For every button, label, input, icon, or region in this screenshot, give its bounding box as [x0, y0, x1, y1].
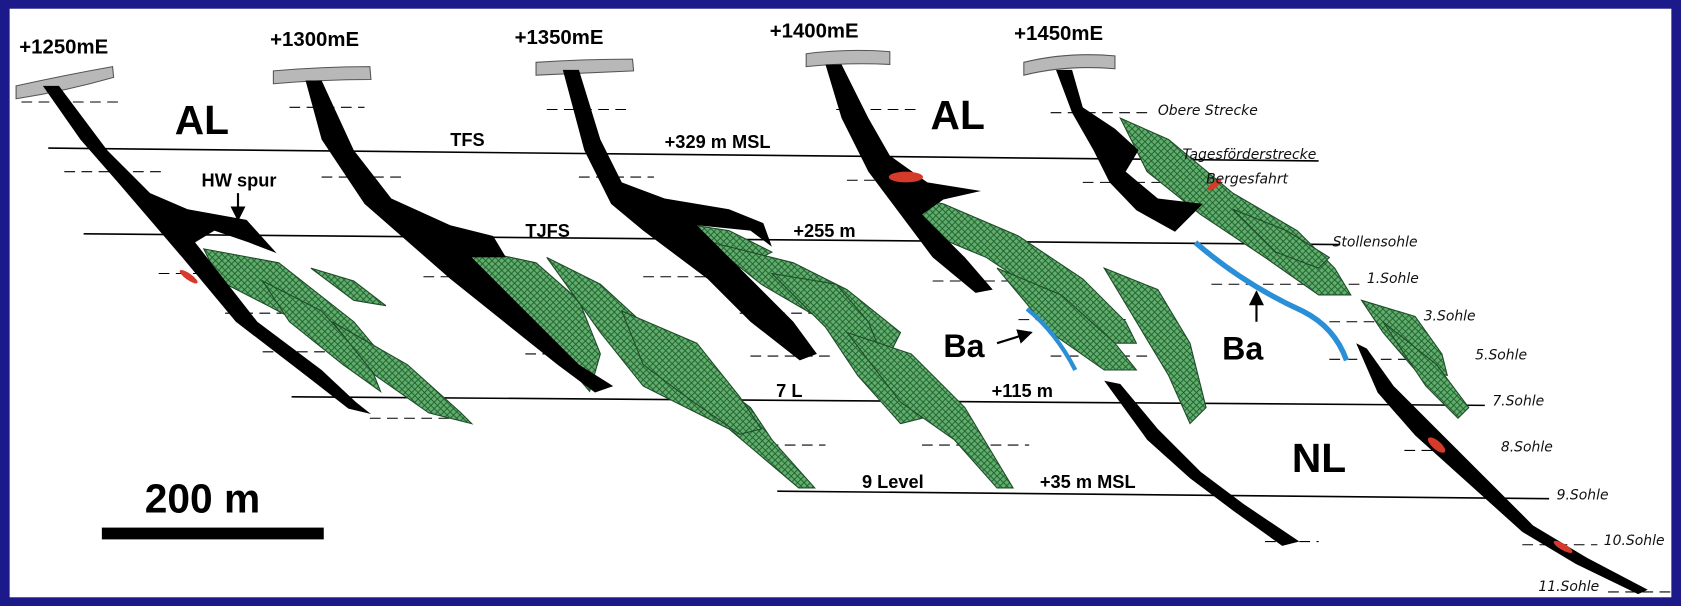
zone-label: AL — [931, 92, 985, 138]
label: +255 m — [793, 221, 855, 241]
level-name: Bergesfahrt — [1206, 171, 1288, 187]
scale-bar — [102, 528, 324, 540]
level-name: 8.Sohle — [1501, 439, 1553, 455]
level-name: Stollensohle — [1333, 235, 1418, 251]
label: 9 Level — [862, 472, 924, 492]
surface-cap — [806, 50, 890, 66]
label: +115 m — [992, 381, 1053, 401]
section-label: +1350mE — [515, 27, 604, 49]
section-label: +1300mE — [270, 29, 359, 51]
level-name: 11.Sohle — [1538, 579, 1599, 595]
zone-label: AL — [175, 97, 229, 143]
section-label: +1250mE — [19, 37, 108, 59]
level-name: 5.Sohle — [1475, 347, 1527, 363]
section-label: +1400mE — [770, 21, 859, 43]
label: +329 m MSL — [665, 132, 771, 152]
label: 7 L — [776, 381, 802, 401]
level-name: 10.Sohle — [1604, 533, 1665, 549]
label: Ba — [943, 328, 985, 364]
label: +35 m MSL — [1040, 472, 1136, 492]
level-name: 7.Sohle — [1492, 393, 1544, 409]
section-label: +1450mE — [1014, 23, 1103, 45]
level-name: Tagesförderstrecke — [1182, 147, 1316, 163]
zone-label: NL — [1292, 435, 1346, 481]
level-name: 9.Sohle — [1557, 488, 1609, 504]
label: HW spur — [202, 171, 277, 191]
scale-label: 200 m — [145, 476, 260, 522]
level-name: 1.Sohle — [1367, 271, 1419, 287]
page: +1250mE +1300mE +1350mE +1400mE +1450mE … — [0, 0, 1681, 606]
label: Ba — [1222, 330, 1264, 366]
red-lens — [889, 172, 923, 183]
cross-section: +1250mE +1300mE +1350mE +1400mE +1450mE … — [0, 0, 1681, 606]
label: TJFS — [525, 221, 570, 241]
label: TFS — [450, 130, 484, 150]
level-name: Obere Strecke — [1158, 103, 1258, 119]
level-name: 3.Sohle — [1424, 309, 1476, 325]
